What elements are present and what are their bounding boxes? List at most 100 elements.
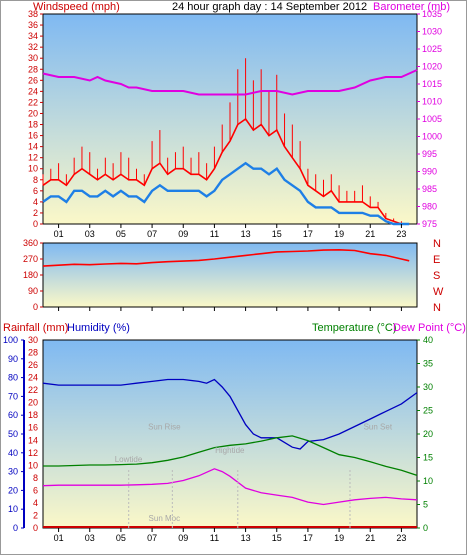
x-tick-label: 01 (54, 533, 64, 543)
x-tick-label: 11 (210, 533, 219, 543)
baro-y-tick-label: 1010 (422, 97, 442, 107)
rain-y-tick-label: 30 (28, 335, 38, 345)
hum-y-tick-label: 100 (3, 335, 18, 345)
rain-y-tick-label: 0 (33, 523, 38, 533)
average-wind-series-line (42, 161, 410, 226)
wind-y-tick-label: 26 (28, 75, 38, 85)
temp-y-tick-label: 0 (423, 523, 428, 533)
hum-y-tick-label: 40 (8, 448, 18, 458)
dir-y-tick-label: 270 (23, 254, 38, 264)
rain-y-tick-label: 24 (28, 373, 38, 383)
baro-y-tick-label: 1035 (422, 9, 442, 19)
temp-y-tick-label: 40 (423, 335, 433, 345)
rain-y-tick-label: 26 (28, 360, 38, 370)
direction-panel (42, 242, 418, 308)
rain-y-tick-label: 10 (28, 460, 38, 470)
wind-y-tick-label: 4 (33, 197, 38, 207)
hum-y-tick-label: 50 (8, 429, 18, 439)
x-tick-label: 23 (396, 229, 406, 239)
barometer-series-line (42, 69, 418, 96)
x-tick-label: 15 (272, 229, 282, 239)
wind-y-tick-label: 8 (33, 175, 38, 185)
rain-y-tick-label: 6 (33, 485, 38, 495)
x-tick-label: 15 (272, 533, 282, 543)
hum-y-tick-label: 10 (8, 504, 18, 514)
wind-y-tick-label: 12 (28, 153, 38, 163)
wind-y-tick-label: 28 (28, 64, 38, 74)
x-tick-label: 21 (365, 533, 375, 543)
compass-label: S (433, 270, 440, 282)
wind-y-tick-label: 16 (28, 131, 38, 141)
chart-annotation: Hightide (215, 446, 245, 455)
wind-y-tick-label: 32 (28, 42, 38, 52)
baro-y-tick-label: 975 (422, 219, 437, 229)
temp-y-tick-label: 35 (423, 359, 433, 369)
wind-y-tick-label: 24 (28, 86, 38, 96)
wind-y-tick-label: 20 (28, 108, 38, 118)
x-tick-label: 03 (85, 533, 95, 543)
x-tick-label: 19 (334, 533, 344, 543)
humidity-series-line (42, 378, 418, 450)
compass-label: N (433, 238, 441, 250)
hum-y-tick-label: 60 (8, 410, 18, 420)
windspeed-axis-label: Windspeed (mph) (33, 1, 120, 13)
x-tick-label: 23 (396, 533, 406, 543)
dir-y-tick-label: 360 (23, 238, 38, 248)
wind-y-tick-label: 22 (28, 97, 38, 107)
x-tick-label: 17 (303, 229, 313, 239)
baro-y-tick-label: 1030 (422, 27, 442, 37)
wind-y-tick-label: 0 (33, 219, 38, 229)
chart-annotation: Lowtide (115, 455, 143, 464)
baro-y-tick-label: 1015 (422, 79, 442, 89)
rain-y-tick-label: 20 (28, 398, 38, 408)
x-tick-label: 13 (241, 229, 251, 239)
rain-y-tick-label: 8 (33, 473, 38, 483)
baro-y-tick-label: 1020 (422, 62, 442, 72)
temp-y-tick-label: 30 (423, 382, 433, 392)
humidity-axis-label: Humidity (%) (67, 322, 130, 334)
rain-y-tick-label: 12 (28, 448, 38, 458)
baro-y-tick-label: 980 (422, 202, 437, 212)
hum-y-tick-label: 90 (8, 354, 18, 364)
hum-y-tick-label: 30 (8, 467, 18, 477)
x-tick-label: 01 (54, 229, 64, 239)
x-tick-label: 21 (365, 229, 375, 239)
rain-y-tick-label: 22 (28, 385, 38, 395)
dir-y-tick-label: 90 (28, 286, 38, 296)
rain-y-tick-label: 28 (28, 348, 38, 358)
rainfall-axis-label: Rainfall (mm) (3, 322, 68, 334)
baro-y-tick-label: 995 (422, 149, 437, 159)
x-tick-label: 13 (241, 533, 251, 543)
x-tick-label: 09 (178, 229, 188, 239)
temperature-series-line (43, 435, 418, 477)
chart-annotation: Sun Set (364, 422, 393, 431)
temp-panel (42, 339, 418, 529)
temp-y-tick-label: 25 (423, 406, 433, 416)
x-tick-label: 19 (334, 229, 344, 239)
x-tick-label: 09 (178, 533, 188, 543)
wind-y-tick-label: 6 (33, 186, 38, 196)
dewpoint-series-line (42, 468, 418, 506)
x-tick-label: 07 (147, 229, 157, 239)
rain-y-tick-label: 16 (28, 423, 38, 433)
temp-y-tick-label: 20 (423, 429, 433, 439)
wind-y-tick-label: 18 (28, 120, 38, 130)
wind-y-tick-label: 10 (28, 164, 38, 174)
chart-annotation: Sun Moc (149, 514, 181, 523)
dir-y-tick-label: 180 (23, 270, 38, 280)
x-tick-label: 05 (116, 229, 126, 239)
temp-y-tick-label: 5 (423, 500, 428, 510)
wind-y-tick-label: 14 (28, 142, 38, 152)
hum-y-tick-label: 20 (8, 485, 18, 495)
x-tick-label: 11 (210, 229, 219, 239)
barometer-axis-label: Barometer (mb) (373, 1, 450, 13)
rain-y-tick-label: 14 (28, 435, 38, 445)
wind-y-tick-label: 30 (28, 53, 38, 63)
rain-y-tick-label: 18 (28, 410, 38, 420)
x-tick-label: 07 (147, 533, 157, 543)
wind-y-tick-label: 2 (33, 208, 38, 218)
x-tick-label: 17 (303, 533, 313, 543)
x-tick-label: 03 (85, 229, 95, 239)
baro-y-tick-label: 1000 (422, 132, 442, 142)
